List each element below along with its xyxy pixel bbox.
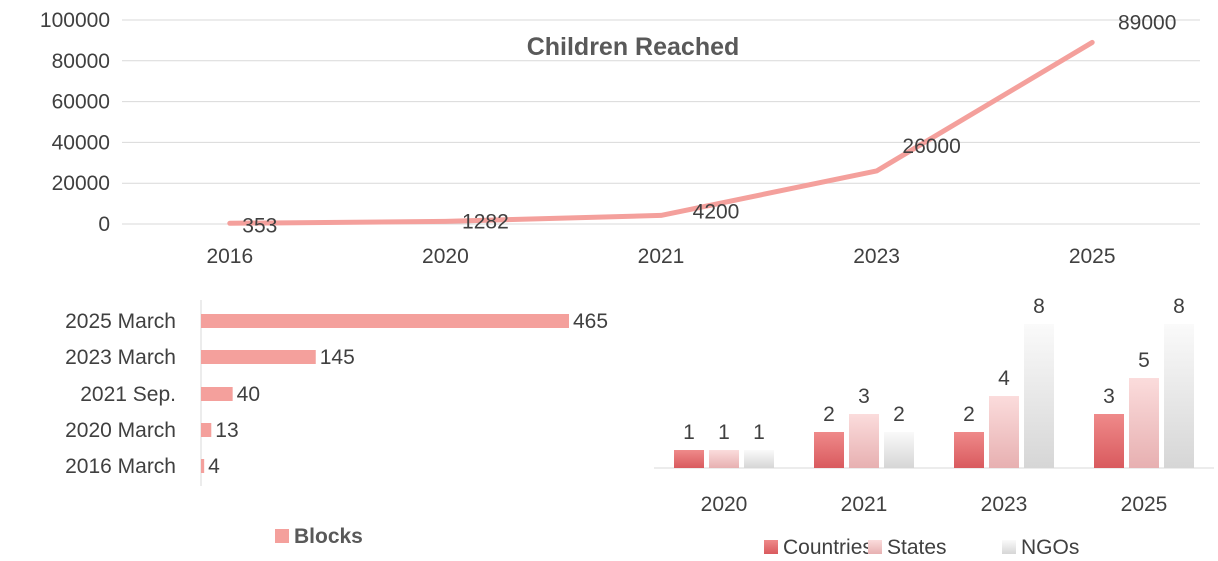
data-label: 26000: [902, 135, 960, 158]
bar: [201, 459, 204, 473]
category-label: 2021 Sep.: [80, 383, 176, 406]
bar: [201, 423, 211, 437]
series-line: [230, 42, 1092, 223]
hbar-chart-blocks: 2025 March 465 2023 March 145 2021 Sep. 40 202…: [65, 300, 608, 548]
bar: [989, 396, 1019, 468]
bar: [201, 314, 569, 328]
data-label: 3: [1103, 385, 1115, 408]
legend-swatch: [1002, 540, 1016, 554]
legend-label: NGOs: [1021, 536, 1079, 556]
bar: [954, 432, 984, 468]
x-tick-label: 2020: [422, 245, 469, 268]
y-tick-label: 40000: [52, 131, 110, 154]
data-label: 353: [242, 214, 277, 237]
data-label: 2: [963, 403, 975, 426]
x-tick-label: 2021: [638, 245, 685, 268]
category-label: 2025 March: [65, 310, 176, 333]
data-label: 145: [320, 346, 355, 369]
data-label: 465: [573, 310, 608, 333]
bar: [674, 450, 704, 468]
data-label: 13: [215, 419, 238, 442]
data-label: 40: [237, 383, 260, 406]
x-tick-label: 2023: [981, 493, 1028, 516]
x-tick-label: 2025: [1069, 245, 1116, 268]
data-label: 5: [1138, 349, 1150, 372]
x-tick-label: 2020: [701, 493, 748, 516]
y-tick-label: 80000: [52, 50, 110, 73]
bar: [1094, 414, 1124, 468]
y-tick-label: 0: [98, 213, 110, 236]
data-label: 89000: [1118, 11, 1176, 34]
line-chart-children-reached: 0 20000 40000 60000 80000 100000 2016 2020 2021 2…: [40, 9, 1200, 268]
data-label: 4: [208, 455, 220, 478]
data-label: 4: [998, 367, 1010, 390]
y-tick-label: 20000: [52, 172, 110, 195]
bar: [849, 414, 879, 468]
bar: [709, 450, 739, 468]
bar: [814, 432, 844, 468]
data-label: 1: [718, 421, 730, 444]
y-tick-label: 100000: [40, 9, 110, 32]
data-label: 1: [683, 421, 695, 444]
bar: [884, 432, 914, 468]
legend-label: Countries: [783, 536, 873, 556]
data-label: 2: [893, 403, 905, 426]
data-label: 1282: [462, 210, 509, 233]
data-label: 3: [858, 385, 870, 408]
x-tick-label: 2023: [853, 245, 900, 268]
data-label: 8: [1173, 295, 1185, 318]
x-tick-label: 2025: [1121, 493, 1168, 516]
bar: [1129, 378, 1159, 468]
legend-swatch-blocks: [275, 529, 289, 543]
data-label: 8: [1033, 295, 1045, 318]
data-label: 1: [753, 421, 765, 444]
bar: [201, 387, 233, 401]
data-label: 4200: [693, 200, 740, 223]
legend-label: States: [887, 536, 947, 556]
bar: [1164, 324, 1194, 468]
category-label: 2016 March: [65, 455, 176, 478]
data-label: 2: [823, 403, 835, 426]
y-tick-label: 60000: [52, 91, 110, 114]
legend-swatch: [868, 540, 882, 554]
category-label: 2023 March: [65, 346, 176, 369]
bar: [744, 450, 774, 468]
category-label: 2020 March: [65, 419, 176, 442]
legend-swatch: [764, 540, 778, 554]
x-tick-label: 2021: [841, 493, 888, 516]
x-tick-label: 2016: [206, 245, 253, 268]
legend-label-blocks: Blocks: [294, 525, 363, 548]
chart-title: Children Reached: [527, 33, 740, 61]
bar: [201, 350, 316, 364]
bar: [1024, 324, 1054, 468]
